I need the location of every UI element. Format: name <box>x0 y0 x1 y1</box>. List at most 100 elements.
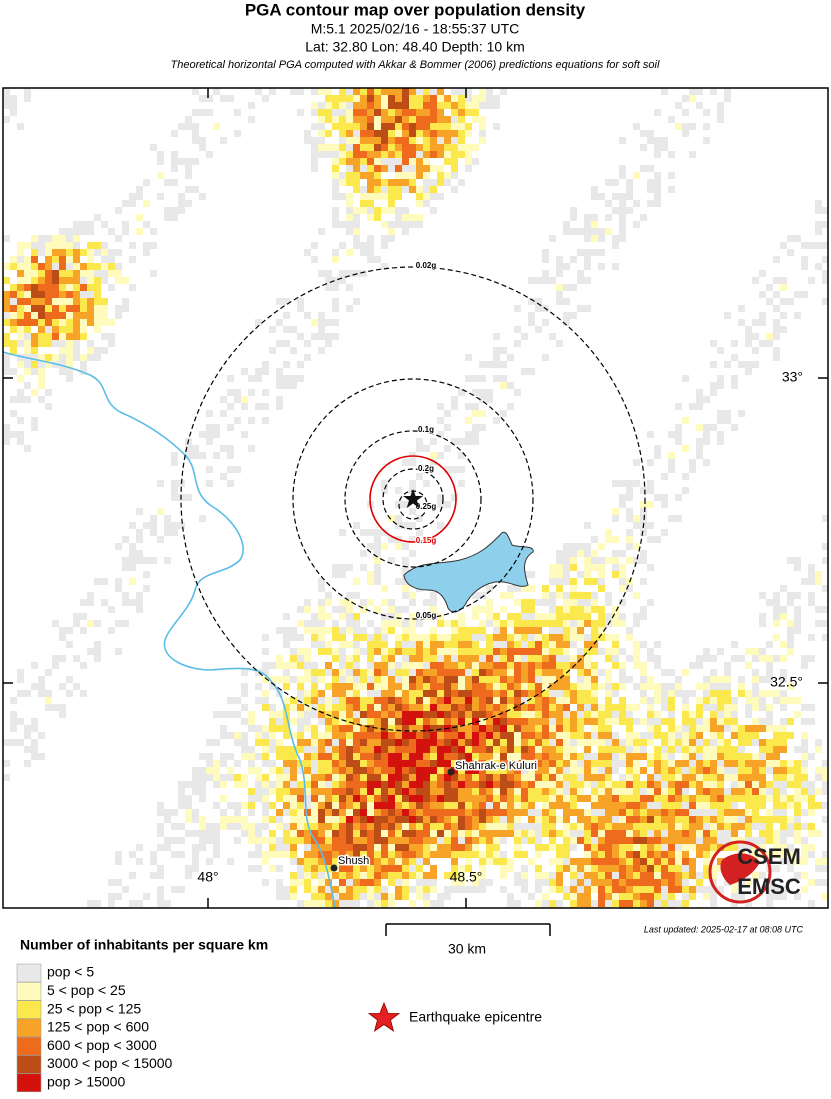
population-cell <box>416 802 423 809</box>
population-cell <box>458 648 465 655</box>
population-cell <box>17 417 24 424</box>
population-cell <box>374 564 381 571</box>
population-cell <box>381 235 388 242</box>
population-cell <box>255 823 262 830</box>
population-cell <box>458 872 465 879</box>
population-cell <box>262 802 269 809</box>
population-cell <box>381 844 388 851</box>
population-cell <box>178 522 185 529</box>
population-cell <box>500 753 507 760</box>
population-cell <box>458 830 465 837</box>
population-cell <box>409 641 416 648</box>
population-cell <box>654 872 661 879</box>
population-cell <box>703 781 710 788</box>
population-cell <box>262 704 269 711</box>
population-cell <box>199 137 206 144</box>
population-cell <box>444 620 451 627</box>
population-cell <box>787 599 794 606</box>
population-cell <box>87 354 94 361</box>
population-cell <box>815 865 822 872</box>
population-cell <box>367 802 374 809</box>
population-cell <box>675 774 682 781</box>
population-cell <box>38 690 45 697</box>
population-cell <box>381 263 388 270</box>
population-cell <box>745 879 752 886</box>
population-cell <box>542 795 549 802</box>
population-cell <box>227 816 234 823</box>
population-cell <box>612 746 619 753</box>
population-cell <box>353 298 360 305</box>
population-cell <box>115 648 122 655</box>
population-cell <box>479 746 486 753</box>
population-cell <box>353 697 360 704</box>
population-cell <box>31 305 38 312</box>
population-cell <box>129 872 136 879</box>
population-cell <box>388 879 395 886</box>
population-cell <box>766 599 773 606</box>
population-cell <box>766 837 773 844</box>
population-cell <box>17 256 24 263</box>
population-cell <box>619 697 626 704</box>
population-cell <box>633 557 640 564</box>
population-cell <box>465 767 472 774</box>
population-cell <box>150 529 157 536</box>
population-cell <box>353 669 360 676</box>
population-cell <box>486 732 493 739</box>
population-cell <box>206 753 213 760</box>
population-cell <box>409 151 416 158</box>
population-cell <box>640 802 647 809</box>
population-cell <box>381 627 388 634</box>
population-cell <box>374 123 381 130</box>
population-cell <box>780 788 787 795</box>
population-cell <box>367 109 374 116</box>
population-cell <box>752 361 759 368</box>
population-cell <box>689 732 696 739</box>
population-cell <box>451 396 458 403</box>
population-cell <box>164 529 171 536</box>
population-cell <box>745 837 752 844</box>
population-cell <box>542 683 549 690</box>
population-cell <box>500 760 507 767</box>
population-cell <box>24 347 31 354</box>
population-cell <box>759 767 766 774</box>
population-cell <box>444 95 451 102</box>
population-cell <box>808 844 815 851</box>
population-cell <box>598 753 605 760</box>
population-cell <box>528 823 535 830</box>
population-cell <box>689 88 696 95</box>
population-cell <box>269 844 276 851</box>
population-cell <box>346 830 353 837</box>
population-cell <box>136 193 143 200</box>
population-cell <box>430 641 437 648</box>
population-cell <box>374 669 381 676</box>
population-cell <box>192 767 199 774</box>
population-cell <box>528 816 535 823</box>
population-cell <box>717 788 724 795</box>
population-cell <box>507 613 514 620</box>
population-cell <box>493 788 500 795</box>
population-cell <box>647 774 654 781</box>
population-cell <box>381 683 388 690</box>
population-cell <box>325 669 332 676</box>
population-cell <box>689 802 696 809</box>
population-cell <box>346 599 353 606</box>
population-cell <box>360 123 367 130</box>
population-cell <box>696 445 703 452</box>
population-cell <box>626 879 633 886</box>
population-cell <box>458 886 465 893</box>
population-cell <box>563 725 570 732</box>
population-cell <box>437 690 444 697</box>
population-cell <box>556 872 563 879</box>
population-cell <box>150 557 157 564</box>
population-cell <box>612 557 619 564</box>
population-cell <box>521 613 528 620</box>
population-cell <box>332 774 339 781</box>
population-cell <box>241 403 248 410</box>
population-cell <box>675 725 682 732</box>
population-cell <box>493 627 500 634</box>
population-cell <box>416 95 423 102</box>
population-cell <box>668 753 675 760</box>
population-cell <box>388 151 395 158</box>
population-cell <box>794 760 801 767</box>
population-cell <box>402 102 409 109</box>
